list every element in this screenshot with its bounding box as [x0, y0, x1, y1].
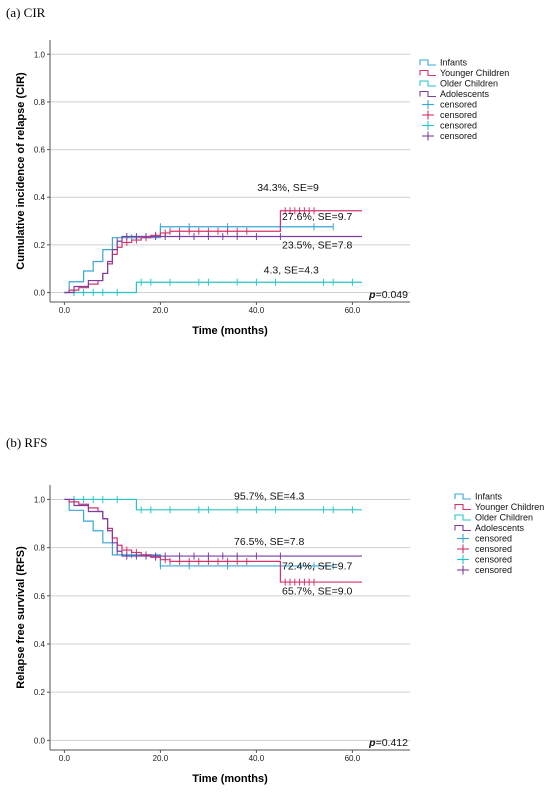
legend-line-swatch: [454, 524, 471, 532]
panel-label-cir: (a) CIR: [6, 5, 46, 20]
legend-line-swatch: [419, 59, 436, 66]
x-axis-title: Time (months): [192, 773, 268, 785]
legend-label: Older Children: [475, 513, 533, 523]
legend-label: censored: [475, 544, 512, 554]
y-tick-label: 0.0: [34, 736, 46, 745]
series-line-adolescents: [64, 498, 362, 557]
legend-line-swatch: [454, 514, 471, 521]
legend-line-swatch: [454, 493, 471, 500]
legend-line-swatch: [419, 69, 436, 77]
legend-label: Older Children: [440, 79, 498, 89]
x-tick-label: 0.0: [59, 306, 71, 315]
annotation: 95.7%, SE=4.3: [234, 490, 305, 502]
p-value-symbol: p: [368, 289, 376, 301]
panel-cir: (a) CIR 0.0 0.2 0.4 0.6 0.8 1.0 0.0 20.0 40.0 60.…: [0, 0, 550, 380]
y-axis-title: Cumulative incidence of relapse (CIR): [15, 72, 27, 270]
annotation: 23.5%, SE=7.8: [282, 239, 353, 251]
y-tick-label: 0.4: [34, 193, 46, 202]
legend-label: Adolescents: [440, 89, 490, 99]
p-value-number: =0.412: [376, 737, 409, 749]
series-line-infants: [64, 226, 334, 294]
legend-label: Younger Children: [440, 68, 509, 78]
p-value-number: =0.049: [376, 289, 409, 301]
panel-rfs: (b) RFS 0.0 0.2 0.4 0.6 0.8 1.0 0.0 20.0 40.0 60.…: [0, 430, 550, 792]
annotation: 34.3%, SE=9: [257, 182, 319, 194]
x-tick-label: 40.0: [249, 754, 265, 763]
annotation: 72.4%, SE=9.7: [282, 560, 353, 572]
legend-label: censored: [475, 555, 512, 565]
y-tick-label: 1.0: [34, 50, 46, 59]
p-value: p=0.049: [368, 289, 408, 301]
annotation: 65.7%, SE=9.0: [282, 586, 353, 598]
legend-label: censored: [440, 131, 477, 141]
legend-label: censored: [475, 565, 512, 575]
y-tick-label: 0.6: [34, 592, 46, 601]
x-tick-label: 0.0: [59, 754, 71, 763]
legend-line-swatch: [454, 503, 471, 511]
panel-label-rfs: (b) RFS: [6, 435, 48, 450]
legend-line-swatch: [419, 80, 436, 87]
chart-cir: 0.0 0.2 0.4 0.6 0.8 1.0 0.0 20.0 40.0 60.0 Time (m…: [15, 40, 509, 337]
series-line-older-children: [64, 498, 362, 511]
y-tick-label: 0.8: [34, 544, 46, 553]
legend-label: Younger Children: [475, 502, 544, 512]
legend-label: Infants: [440, 58, 468, 68]
annotation: 27.6%, SE=9.7: [282, 211, 353, 223]
y-tick-label: 1.0: [34, 495, 46, 504]
x-tick-label: 20.0: [153, 306, 169, 315]
series-line-older-children: [64, 281, 362, 294]
y-tick-label: 0.2: [34, 241, 46, 250]
x-tick-label: 60.0: [345, 306, 361, 315]
legend-label: censored: [440, 121, 477, 131]
y-tick-label: 0.0: [34, 288, 46, 297]
series-line-adolescents: [64, 235, 362, 294]
x-tick-label: 20.0: [153, 754, 169, 763]
y-tick-label: 0.4: [34, 640, 46, 649]
x-axis-title: Time (months): [192, 325, 268, 337]
y-axis-title: Relapse free survival (RFS): [15, 546, 27, 689]
x-tick-label: 40.0: [249, 306, 265, 315]
annotation: 4.3, SE=4.3: [264, 264, 319, 276]
chart-rfs: 0.0 0.2 0.4 0.6 0.8 1.0 0.0 20.0 40.0 60.0 Time (m…: [15, 485, 544, 785]
legend-label: Infants: [475, 492, 503, 502]
y-tick-label: 0.6: [34, 146, 46, 155]
legend-label: censored: [440, 110, 477, 120]
legend-label: Adolescents: [475, 523, 525, 533]
p-value: p=0.412: [368, 737, 408, 749]
p-value-symbol: p: [368, 737, 376, 749]
legend-label: censored: [440, 100, 477, 110]
annotation: 76.5%, SE=7.8: [234, 536, 305, 548]
series-line-younger-children: [64, 210, 362, 294]
x-tick-label: 60.0: [345, 754, 361, 763]
legend-label: censored: [475, 534, 512, 544]
legend-line-swatch: [419, 90, 436, 98]
y-tick-label: 0.8: [34, 98, 46, 107]
y-tick-label: 0.2: [34, 688, 46, 697]
